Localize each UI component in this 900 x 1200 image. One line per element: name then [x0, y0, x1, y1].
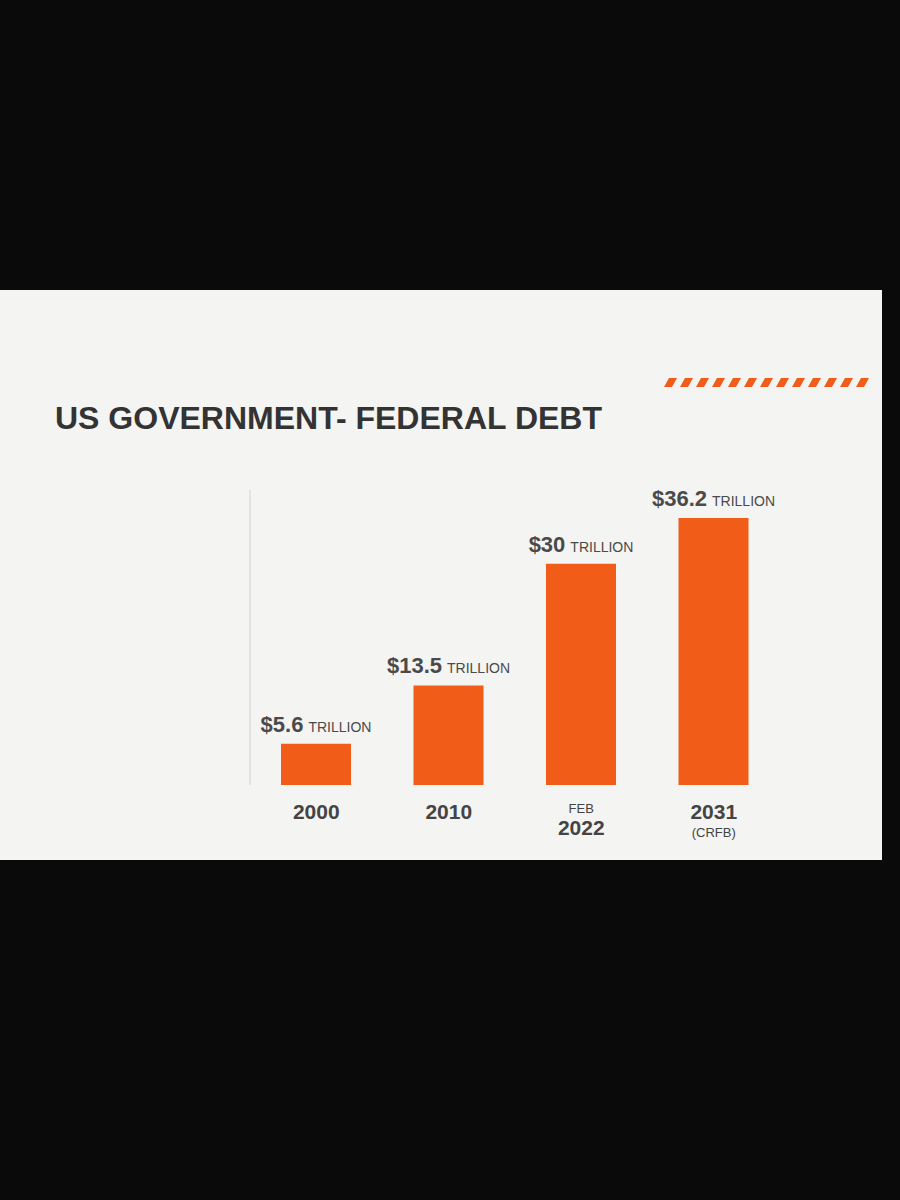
html-text:US GOVERNMENT- FEDERAL DEBT: US GOVERNMENT- FEDERAL DEBT — [55, 400, 602, 436]
svg-text:2010: 2010 — [425, 800, 472, 823]
svg-text:2000: 2000 — [293, 800, 340, 823]
svg-text:$30TRILLION: $30TRILLION — [529, 532, 634, 557]
svg-text:$13.5TRILLION: $13.5TRILLION — [387, 653, 510, 678]
svg-text:2031(CRFB): 2031(CRFB) — [690, 800, 737, 840]
svg-text:$36.2TRILLION: $36.2TRILLION — [652, 486, 775, 511]
svg-text:FEB2022: FEB2022 — [558, 801, 605, 839]
svg-text:$5.6TRILLION: $5.6TRILLION — [261, 712, 372, 737]
